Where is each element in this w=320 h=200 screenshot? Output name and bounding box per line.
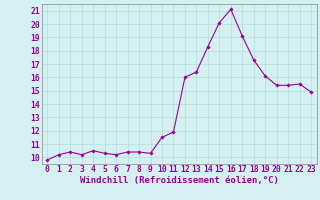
X-axis label: Windchill (Refroidissement éolien,°C): Windchill (Refroidissement éolien,°C) (80, 176, 279, 185)
